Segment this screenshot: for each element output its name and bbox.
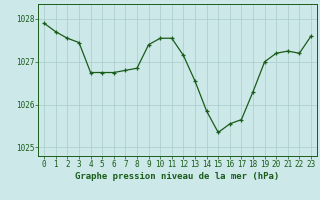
X-axis label: Graphe pression niveau de la mer (hPa): Graphe pression niveau de la mer (hPa) [76,172,280,181]
